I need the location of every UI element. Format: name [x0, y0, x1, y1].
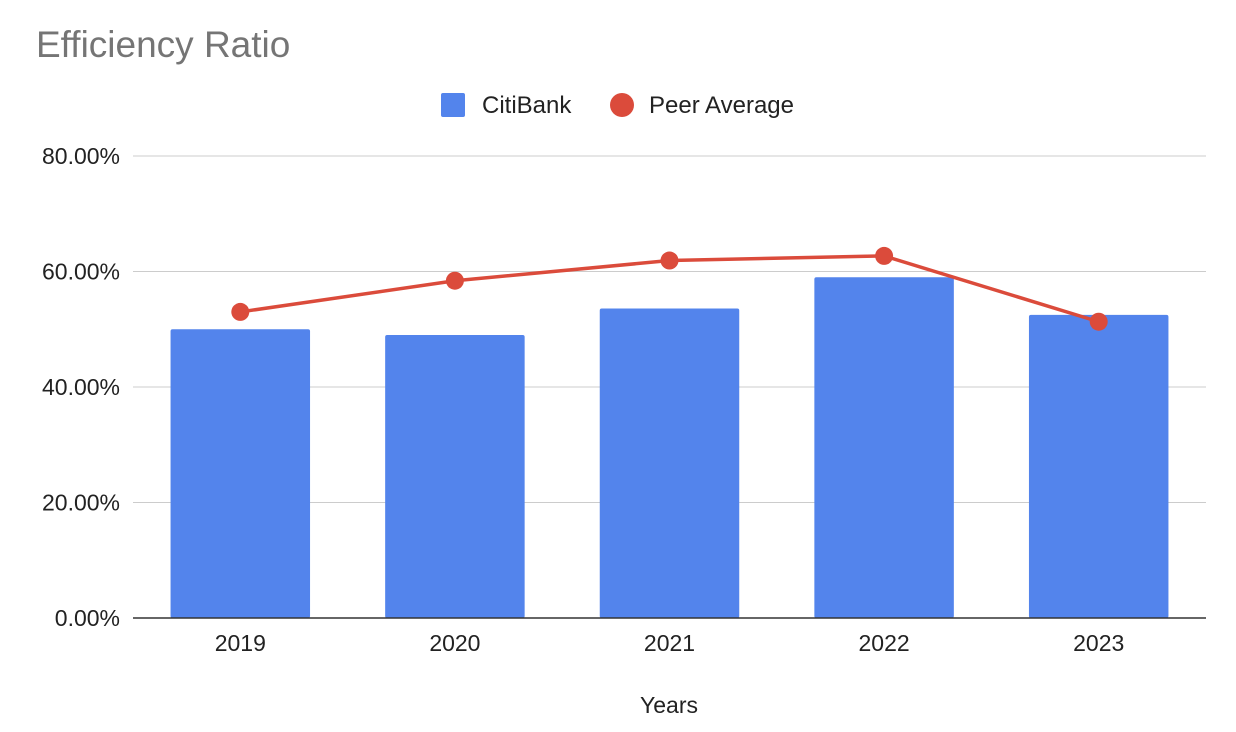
- legend-swatch-citibank: [441, 93, 465, 117]
- y-axis-tick-labels: 0.00% 20.00% 40.00% 60.00% 80.00%: [42, 143, 120, 631]
- x-tick-label: 2020: [429, 630, 480, 656]
- legend-marker-peer-average: [610, 93, 634, 117]
- bar-citibank-2023: [1028, 314, 1169, 618]
- legend: CitiBank Peer Average: [441, 92, 794, 119]
- x-axis-title: Years: [640, 692, 698, 718]
- point-peer-average-2023: [1089, 312, 1108, 331]
- citibank-bars: [170, 277, 1169, 618]
- bar-citibank-2021: [599, 308, 740, 618]
- legend-label-peer-average: Peer Average: [649, 92, 794, 119]
- x-tick-label: 2019: [215, 630, 266, 656]
- y-tick-label: 0.00%: [55, 605, 120, 631]
- y-tick-label: 20.00%: [42, 490, 120, 516]
- bar-citibank-2019: [170, 329, 311, 618]
- point-peer-average-2021: [660, 251, 679, 270]
- bar-citibank-2020: [385, 335, 525, 618]
- legend-label-citibank: CitiBank: [482, 92, 572, 119]
- y-tick-label: 60.00%: [42, 259, 120, 285]
- x-tick-label: 2023: [1073, 630, 1124, 656]
- y-tick-label: 80.00%: [42, 143, 120, 169]
- point-peer-average-2020: [445, 271, 464, 290]
- y-tick-label: 40.00%: [42, 374, 120, 400]
- peer-average-series: [231, 246, 1108, 331]
- bar-citibank-2022: [814, 277, 954, 618]
- point-peer-average-2019: [231, 302, 250, 321]
- point-peer-average-2022: [875, 246, 894, 265]
- x-axis-tick-labels: 2019 2020 2021 2022 2023: [215, 630, 1125, 656]
- x-tick-label: 2021: [644, 630, 695, 656]
- x-tick-label: 2022: [859, 630, 910, 656]
- chart-title: Efficiency Ratio: [36, 24, 290, 65]
